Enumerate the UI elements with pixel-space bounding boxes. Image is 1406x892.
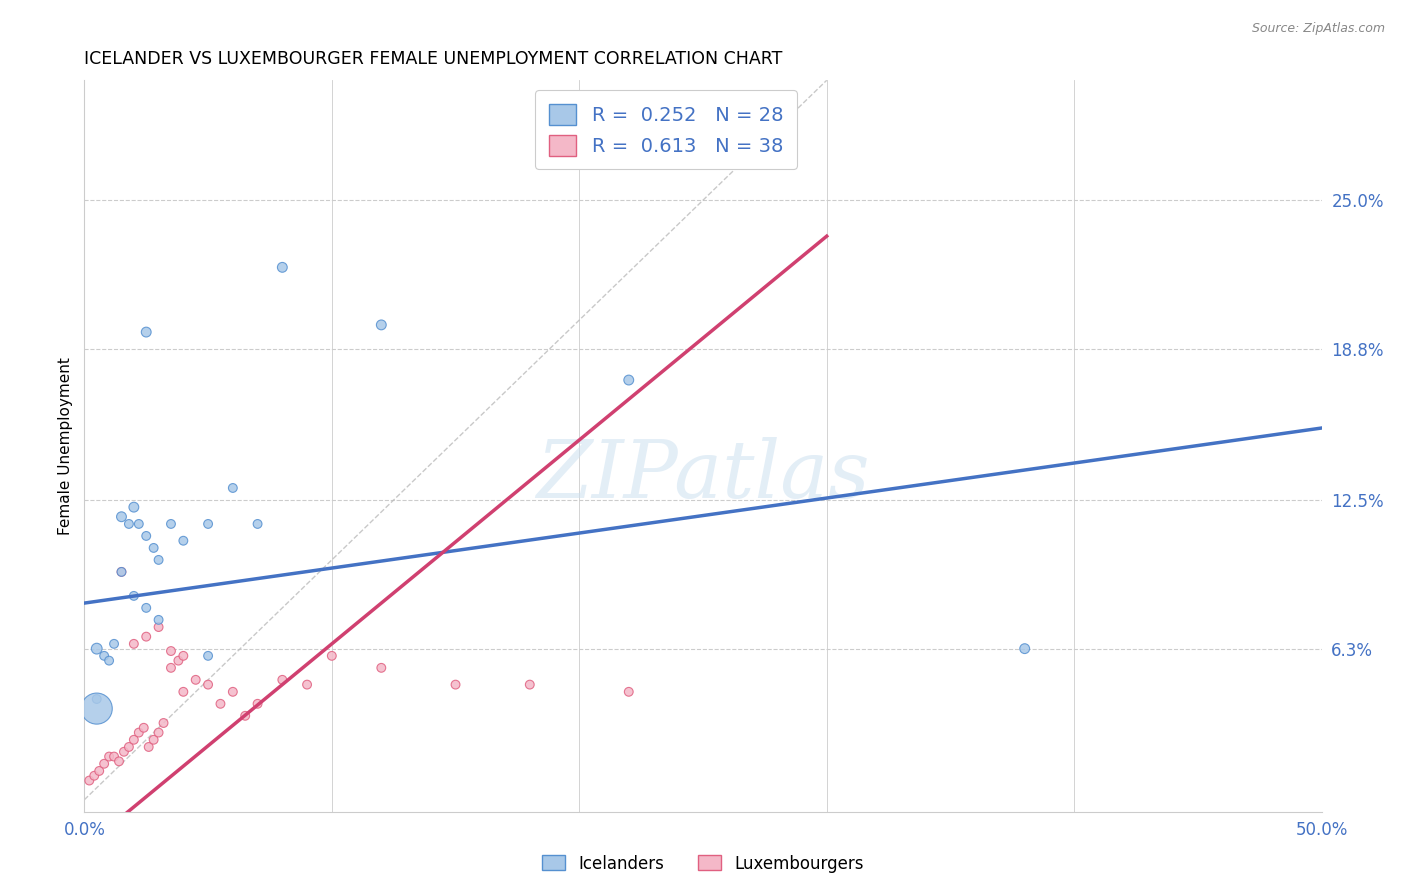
Point — [617, 373, 640, 387]
Point — [160, 661, 183, 675]
Point — [135, 630, 157, 644]
Point — [122, 732, 145, 747]
Point — [132, 721, 155, 735]
Point — [135, 325, 157, 339]
Legend: Icelanders, Luxembourgers: Icelanders, Luxembourgers — [536, 848, 870, 880]
Point — [295, 678, 318, 692]
Point — [108, 755, 131, 769]
Point — [152, 716, 174, 731]
Point — [86, 701, 108, 715]
Point — [83, 769, 105, 783]
Point — [233, 708, 256, 723]
Point — [93, 756, 115, 771]
Point — [246, 516, 269, 531]
Point — [1014, 641, 1036, 656]
Point — [271, 673, 294, 687]
Point — [519, 678, 541, 692]
Point — [118, 739, 141, 754]
Point — [110, 565, 132, 579]
Point — [160, 516, 183, 531]
Point — [118, 516, 141, 531]
Point — [209, 697, 232, 711]
Point — [222, 685, 245, 699]
Point — [148, 620, 170, 634]
Point — [103, 637, 125, 651]
Text: ZIPatlas: ZIPatlas — [536, 436, 870, 514]
Point — [79, 773, 101, 788]
Point — [370, 661, 392, 675]
Point — [172, 648, 194, 663]
Legend: R =  0.252   N = 28, R =  0.613   N = 38: R = 0.252 N = 28, R = 0.613 N = 38 — [536, 90, 797, 169]
Text: ICELANDER VS LUXEMBOURGER FEMALE UNEMPLOYMENT CORRELATION CHART: ICELANDER VS LUXEMBOURGER FEMALE UNEMPLO… — [84, 50, 783, 68]
Point — [172, 533, 194, 548]
Point — [444, 678, 467, 692]
Point — [128, 725, 150, 739]
Point — [160, 644, 183, 658]
Point — [167, 654, 190, 668]
Point — [122, 637, 145, 651]
Point — [138, 739, 160, 754]
Point — [122, 589, 145, 603]
Point — [128, 516, 150, 531]
Point — [86, 692, 108, 706]
Point — [197, 516, 219, 531]
Point — [197, 648, 219, 663]
Point — [197, 678, 219, 692]
Point — [148, 613, 170, 627]
Point — [112, 745, 135, 759]
Point — [246, 697, 269, 711]
Point — [110, 565, 132, 579]
Point — [122, 500, 145, 515]
Point — [370, 318, 392, 332]
Point — [148, 725, 170, 739]
Point — [89, 764, 111, 778]
Point — [135, 600, 157, 615]
Point — [321, 648, 343, 663]
Point — [148, 553, 170, 567]
Point — [93, 648, 115, 663]
Point — [86, 641, 108, 656]
Point — [184, 673, 207, 687]
Text: Source: ZipAtlas.com: Source: ZipAtlas.com — [1251, 22, 1385, 36]
Point — [103, 749, 125, 764]
Point — [110, 509, 132, 524]
Point — [222, 481, 245, 495]
Point — [98, 749, 121, 764]
Point — [271, 260, 294, 275]
Point — [142, 732, 165, 747]
Point — [135, 529, 157, 543]
Y-axis label: Female Unemployment: Female Unemployment — [58, 357, 73, 535]
Point — [142, 541, 165, 555]
Point — [172, 685, 194, 699]
Point — [617, 685, 640, 699]
Point — [98, 654, 121, 668]
